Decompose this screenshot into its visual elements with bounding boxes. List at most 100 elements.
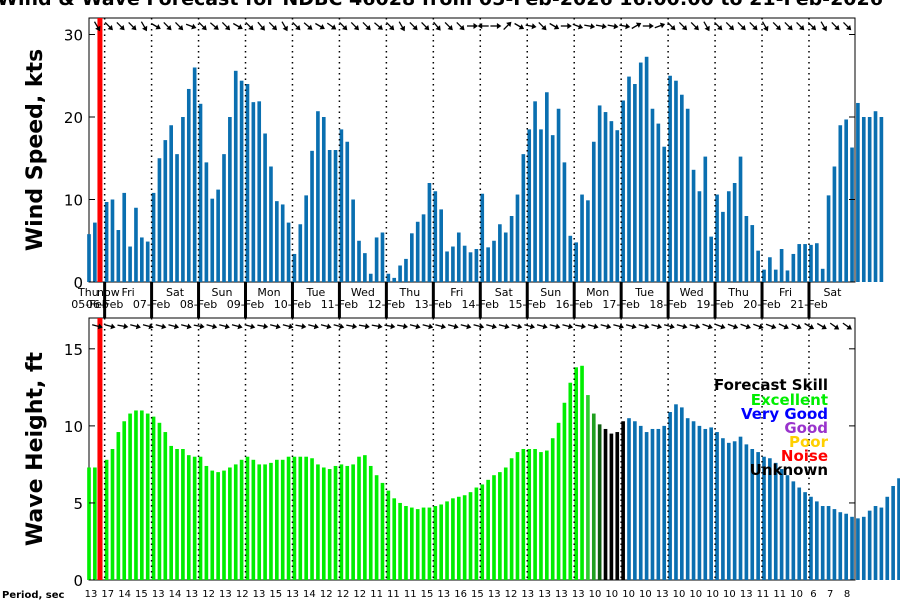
arrow-head (542, 323, 548, 330)
arrow-head (601, 23, 607, 30)
wind-bar (433, 191, 438, 282)
wave-direction-arrow (346, 323, 358, 330)
wind-bar (104, 201, 109, 282)
wind-direction-arrow (784, 22, 793, 31)
arrow-head (326, 323, 332, 330)
wind-bar (333, 150, 338, 282)
period-value: 13 (152, 589, 165, 600)
wave-bar (744, 444, 749, 580)
arrow-head (191, 23, 197, 30)
wave-direction-arrow (714, 323, 726, 330)
wind-direction-arrow (690, 22, 699, 31)
wave-bar (392, 498, 397, 580)
wave-bar (427, 507, 432, 580)
wind-bar (603, 112, 608, 282)
wave-bar (286, 456, 291, 580)
wind-direction-arrow (374, 22, 383, 30)
wave-y-axis-label: Wave Height, ft (23, 351, 48, 546)
arrow-head (271, 24, 278, 31)
wind-direction-arrow (245, 22, 254, 31)
period-value: 13 (488, 589, 501, 600)
wind-direction-arrow (703, 21, 710, 32)
arrow-head (435, 25, 441, 31)
period-value: 12 (320, 589, 333, 600)
wave-bar (104, 459, 109, 580)
wave-direction-arrow (804, 322, 815, 330)
wave-bar (87, 467, 91, 580)
wind-bar (597, 105, 602, 282)
arrow-head (758, 323, 764, 330)
period-value: 13 (85, 589, 98, 600)
day-label-date: 21-Feb (790, 298, 827, 311)
wind-bar (151, 192, 156, 282)
day-label-dow: Sun (212, 286, 233, 299)
arrow-head (808, 324, 815, 330)
wind-direction-arrow (175, 22, 184, 31)
wave-bar (186, 455, 191, 580)
day-separator (760, 282, 764, 318)
wind-direction-arrow (232, 22, 243, 30)
wave-bar (222, 470, 226, 580)
wave-now-line (97, 318, 103, 580)
wave-bar (280, 459, 285, 580)
wind-bar (715, 194, 719, 282)
wave-direction-arrow (92, 323, 103, 330)
wave-bar (345, 465, 350, 580)
wind-direction-arrow (93, 21, 101, 32)
wave-ytick-label: 15 (64, 341, 83, 359)
wave-bar (791, 481, 796, 580)
wave-direction-arrow (651, 323, 663, 330)
wind-direction-arrow (268, 22, 278, 31)
wave-direction-arrow (282, 323, 294, 330)
legend-item-good: Good (784, 419, 828, 437)
wind-bar (738, 156, 743, 282)
day-separator (290, 282, 294, 318)
wind-bar (609, 121, 614, 283)
arrow-head (656, 323, 663, 330)
arrow-head (275, 323, 281, 330)
wind-direction-arrow (820, 21, 827, 32)
wave-direction-arrow (842, 322, 852, 330)
wave-bar (779, 469, 784, 580)
wave-bar (556, 422, 561, 580)
wind-bar (762, 269, 766, 283)
period-value: 13 (572, 589, 585, 600)
wind-bar (492, 240, 496, 282)
wind-bar (386, 273, 391, 282)
arrow-head (313, 323, 319, 330)
wind-bar (856, 102, 860, 282)
wave-bar (374, 475, 379, 580)
wind-bar (116, 230, 121, 282)
wave-bar (873, 506, 878, 580)
arrow-head (155, 24, 161, 30)
wave-bar (509, 458, 514, 580)
wave-bar (468, 492, 473, 580)
wind-ytick-label: 0 (73, 274, 83, 292)
wave-direction-arrow (219, 323, 230, 330)
day-label-date: 15-Feb (509, 298, 546, 311)
day-label-date: 18-Feb (649, 298, 686, 311)
arrow-head (412, 24, 418, 31)
wave-direction-arrow (193, 323, 205, 330)
wind-direction-arrow (350, 22, 360, 31)
arrow-head (649, 23, 654, 29)
period-value: 11 (387, 589, 400, 600)
wave-direction-arrow (206, 323, 218, 330)
wind-direction-arrow (209, 22, 219, 30)
wave-bar (134, 410, 138, 580)
arrow-head (555, 323, 561, 330)
wave-bar (844, 513, 848, 580)
wave-bar (140, 410, 144, 580)
wind-direction-arrow (490, 23, 502, 29)
wind-bar (574, 242, 578, 282)
wind-direction-arrow (667, 22, 676, 31)
wave-bar (263, 464, 267, 580)
wind-bar (680, 94, 684, 282)
wind-direction-arrow (128, 22, 137, 31)
wave-bar (363, 455, 367, 580)
wave-bar (492, 475, 496, 580)
arrow-head (161, 323, 167, 330)
